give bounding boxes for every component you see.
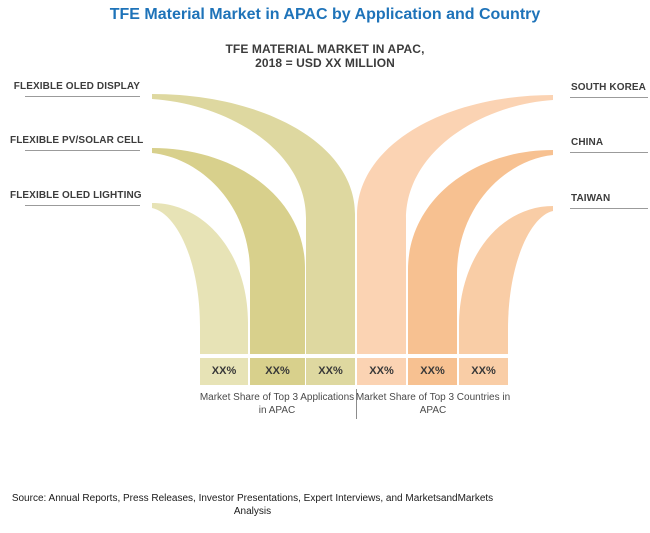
underline-taiwan: [570, 208, 648, 209]
share-cell-flexible-pv-solar-cell: XX%: [250, 358, 305, 385]
caption-applications: Market Share of Top 3 Applications in AP…: [177, 391, 377, 417]
chart-subtitle: TFE MATERIAL MARKET IN APAC, 2018 = USD …: [0, 42, 650, 70]
share-cell-flexible-oled-lighting: XX%: [200, 358, 248, 385]
underline-flexible-oled-display: [25, 96, 140, 97]
source-note: Source: Annual Reports, Press Releases, …: [0, 492, 505, 518]
flow-china: [408, 150, 553, 354]
caption-applications-line1: Market Share of Top 3 Applications: [199, 392, 355, 403]
caption-countries: Market Share of Top 3 Countries in APAC: [333, 391, 533, 417]
underline-flexible-pv-solar-cell: [25, 150, 140, 151]
label-flexible-pv-solar-cell: FLEXIBLE PV/SOLAR CELL: [10, 135, 144, 146]
chart-subtitle-line1: TFE MATERIAL MARKET IN APAC,: [225, 42, 425, 56]
caption-countries-line1: Market Share of Top 3 Countries in: [355, 392, 511, 403]
share-cell-south-korea: XX%: [357, 358, 406, 385]
label-taiwan: TAIWAN: [571, 193, 611, 204]
share-cell-taiwan: XX%: [459, 358, 508, 385]
share-cell-flexible-oled-display: XX%: [306, 358, 355, 385]
page-title: TFE Material Market in APAC by Applicati…: [109, 6, 541, 23]
source-note-line1: Source: Annual Reports, Press Releases, …: [11, 493, 494, 504]
caption-countries-line2: APAC: [419, 405, 447, 416]
label-flexible-oled-display: FLEXIBLE OLED DISPLAY: [13, 81, 140, 92]
label-south-korea: SOUTH KOREA: [571, 82, 646, 93]
underline-china: [570, 152, 648, 153]
caption-divider: [356, 389, 357, 419]
label-flexible-oled-lighting: FLEXIBLE OLED LIGHTING: [10, 190, 142, 201]
share-cell-china: XX%: [408, 358, 457, 385]
source-note-line2: Analysis: [233, 506, 272, 517]
underline-south-korea: [570, 97, 648, 98]
flow-flexible-pv-solar-cell: [152, 148, 305, 354]
chart-subtitle-line2: 2018 = USD XX MILLION: [255, 56, 395, 70]
flow-taiwan: [459, 206, 553, 354]
label-china: CHINA: [571, 137, 604, 148]
caption-applications-line2: in APAC: [258, 405, 296, 416]
flow-flexible-oled-lighting: [152, 203, 248, 354]
flow-south-korea: [357, 95, 553, 354]
underline-flexible-oled-lighting: [25, 205, 140, 206]
flow-flexible-oled-display: [152, 94, 355, 354]
